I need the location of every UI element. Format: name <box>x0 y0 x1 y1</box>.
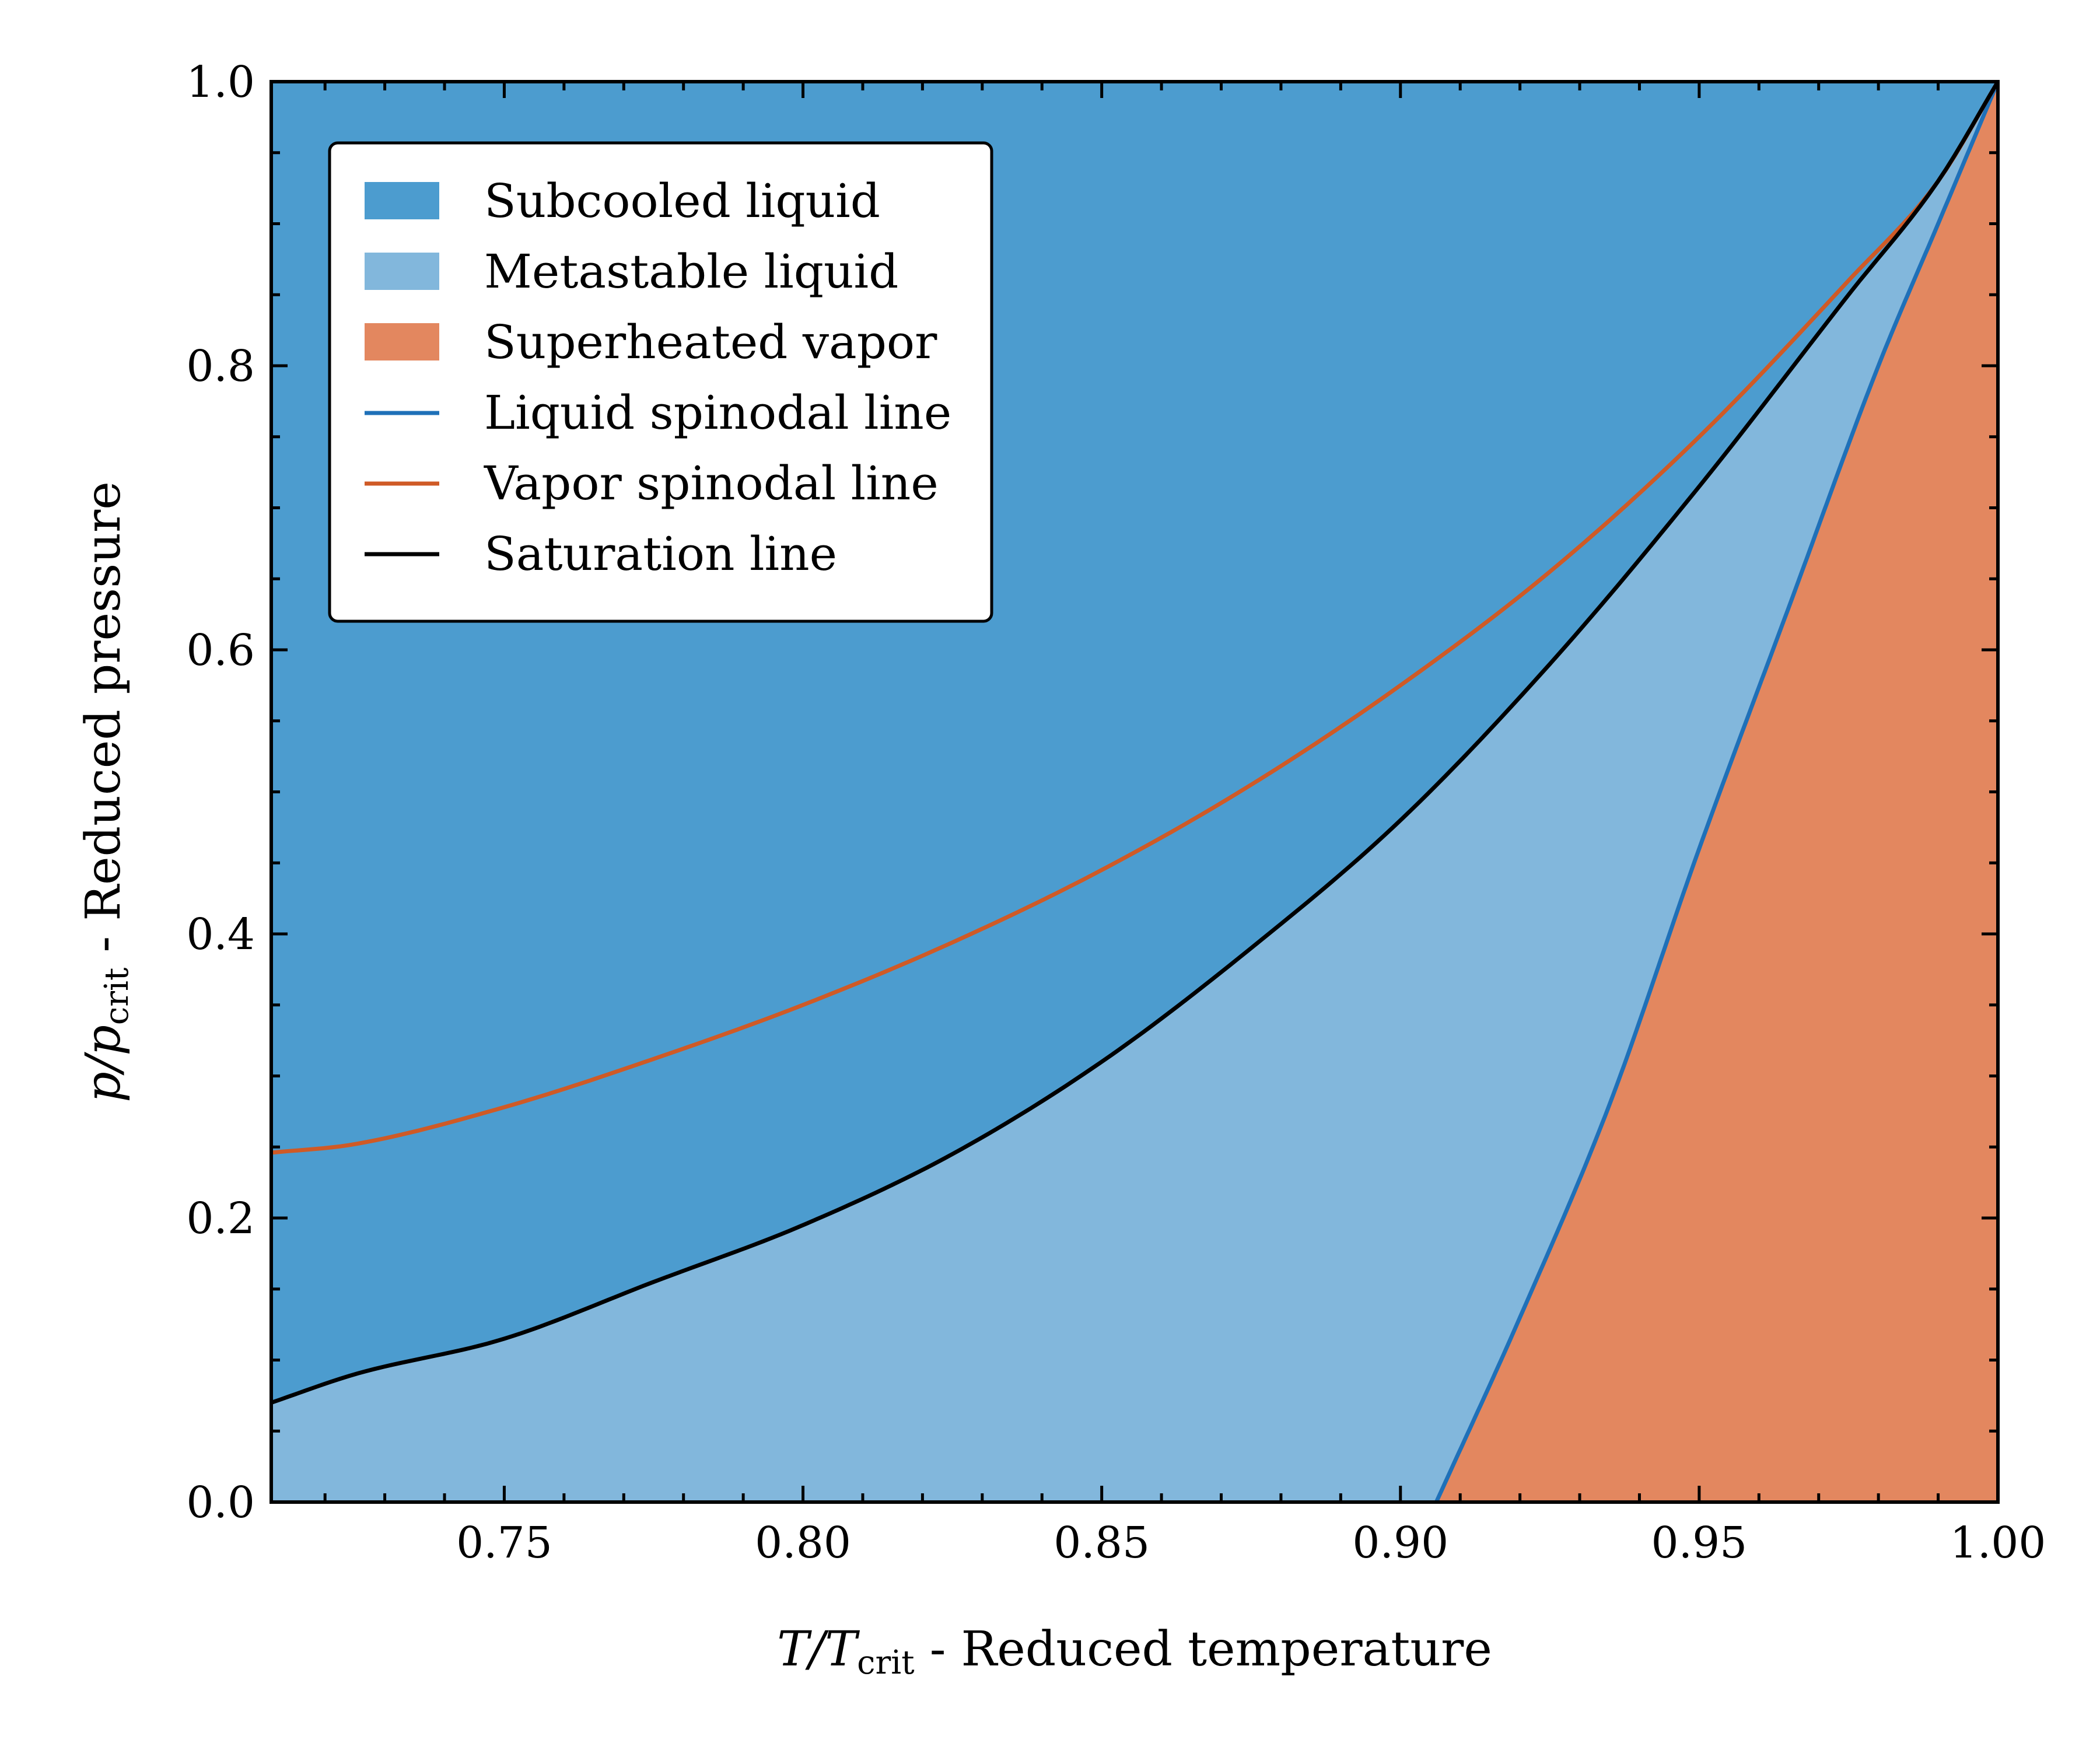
x-axis-label-rest: - Reduced temperature <box>915 1622 1492 1677</box>
legend-swatch <box>365 323 439 360</box>
y-tick-label: 0.4 <box>186 909 255 960</box>
legend-item: Superheated vapor <box>365 315 937 369</box>
x-axis-label-main: T/T <box>777 1622 860 1677</box>
plot-frame <box>270 80 2000 1504</box>
legend-label: Saturation line <box>484 527 837 581</box>
x-tick-label: 0.95 <box>1651 1518 1748 1568</box>
legend-item: Vapor spinodal line <box>365 456 939 510</box>
region-metastable-liquid <box>271 82 1998 1502</box>
y-axis-label-rest: - Reduced pressure <box>76 481 131 967</box>
legend: Subcooled liquid Metastable liquid Superhe… <box>328 141 993 623</box>
x-axis-label-sub: crit <box>857 1644 915 1682</box>
legend-label: Vapor spinodal line <box>484 456 939 510</box>
y-axis-label: p/pcrit - Reduced pressure <box>76 481 136 1102</box>
legend-label: Superheated vapor <box>484 315 937 369</box>
y-tick-label: 1.0 <box>186 57 255 107</box>
legend-item: Saturation line <box>365 527 837 581</box>
x-tick-label: 0.75 <box>456 1518 552 1568</box>
liquid-spinodal-line <box>1434 82 1998 1502</box>
region-superheated-vapor <box>1436 82 1998 1502</box>
legend-swatch <box>365 253 439 290</box>
x-tick-label: 0.80 <box>755 1518 851 1568</box>
y-tick-label: 0.2 <box>186 1194 255 1244</box>
legend-label: Subcooled liquid <box>484 174 880 228</box>
x-tick-label: 1.00 <box>1950 1518 2046 1568</box>
legend-label: Liquid spinodal line <box>484 386 951 440</box>
saturation-line <box>271 82 1998 1405</box>
x-tick-label: 0.85 <box>1054 1518 1150 1568</box>
vapor-spinodal-line <box>271 82 1998 1155</box>
y-tick-label: 0.0 <box>186 1478 255 1528</box>
legend-label: Metastable liquid <box>484 244 898 299</box>
y-tick-label: 0.6 <box>186 625 255 676</box>
legend-item: Subcooled liquid <box>365 174 880 228</box>
tick-labels: 0.75 0.80 0.85 0.90 0.95 1.00 0.0 0.2 0.4 0.6 0.8 1… <box>186 57 2046 1568</box>
y-tick-label: 0.8 <box>186 341 255 391</box>
legend-box <box>328 141 993 623</box>
x-tick-label: 0.90 <box>1352 1518 1448 1568</box>
legend-item: Metastable liquid <box>365 244 898 299</box>
y-axis-label-sub: crit <box>98 967 136 1025</box>
legend-swatch <box>365 182 439 219</box>
legend-item: Liquid spinodal line <box>365 386 951 440</box>
y-axis-label-main: p/p <box>76 1025 131 1102</box>
x-axis-label: T/Tcrit - Reduced temperature <box>777 1622 1492 1682</box>
